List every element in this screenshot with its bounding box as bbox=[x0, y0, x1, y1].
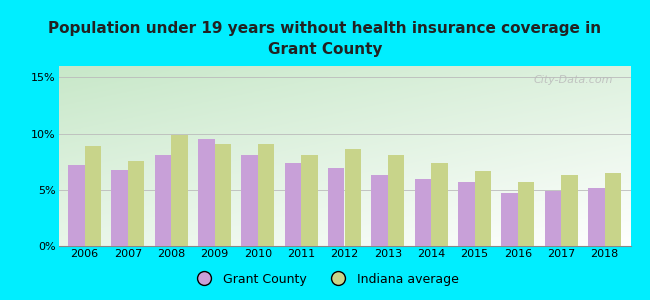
Bar bbox=[518, 182, 534, 246]
Bar bbox=[328, 168, 344, 246]
Bar bbox=[68, 165, 84, 246]
Bar bbox=[561, 175, 578, 246]
Bar bbox=[431, 163, 448, 246]
Bar bbox=[501, 193, 518, 246]
Bar bbox=[198, 139, 214, 246]
Bar bbox=[458, 182, 474, 246]
Bar bbox=[285, 163, 301, 246]
Bar bbox=[344, 149, 361, 246]
Bar bbox=[241, 155, 258, 246]
Legend: Grant County, Indiana average: Grant County, Indiana average bbox=[187, 268, 463, 291]
Bar bbox=[545, 191, 561, 246]
Bar bbox=[474, 171, 491, 246]
Bar bbox=[155, 155, 171, 246]
Text: City-Data.com: City-Data.com bbox=[534, 75, 614, 85]
Bar bbox=[84, 146, 101, 246]
Bar bbox=[371, 175, 388, 246]
Bar bbox=[301, 155, 318, 246]
Bar bbox=[388, 155, 404, 246]
Bar bbox=[128, 160, 144, 246]
Bar bbox=[171, 135, 188, 246]
Bar bbox=[415, 178, 431, 246]
Bar bbox=[258, 144, 274, 246]
Bar bbox=[214, 144, 231, 246]
Bar bbox=[111, 169, 128, 246]
Bar bbox=[604, 173, 621, 246]
Text: Population under 19 years without health insurance coverage in
Grant County: Population under 19 years without health… bbox=[49, 21, 601, 57]
Bar bbox=[588, 188, 604, 246]
